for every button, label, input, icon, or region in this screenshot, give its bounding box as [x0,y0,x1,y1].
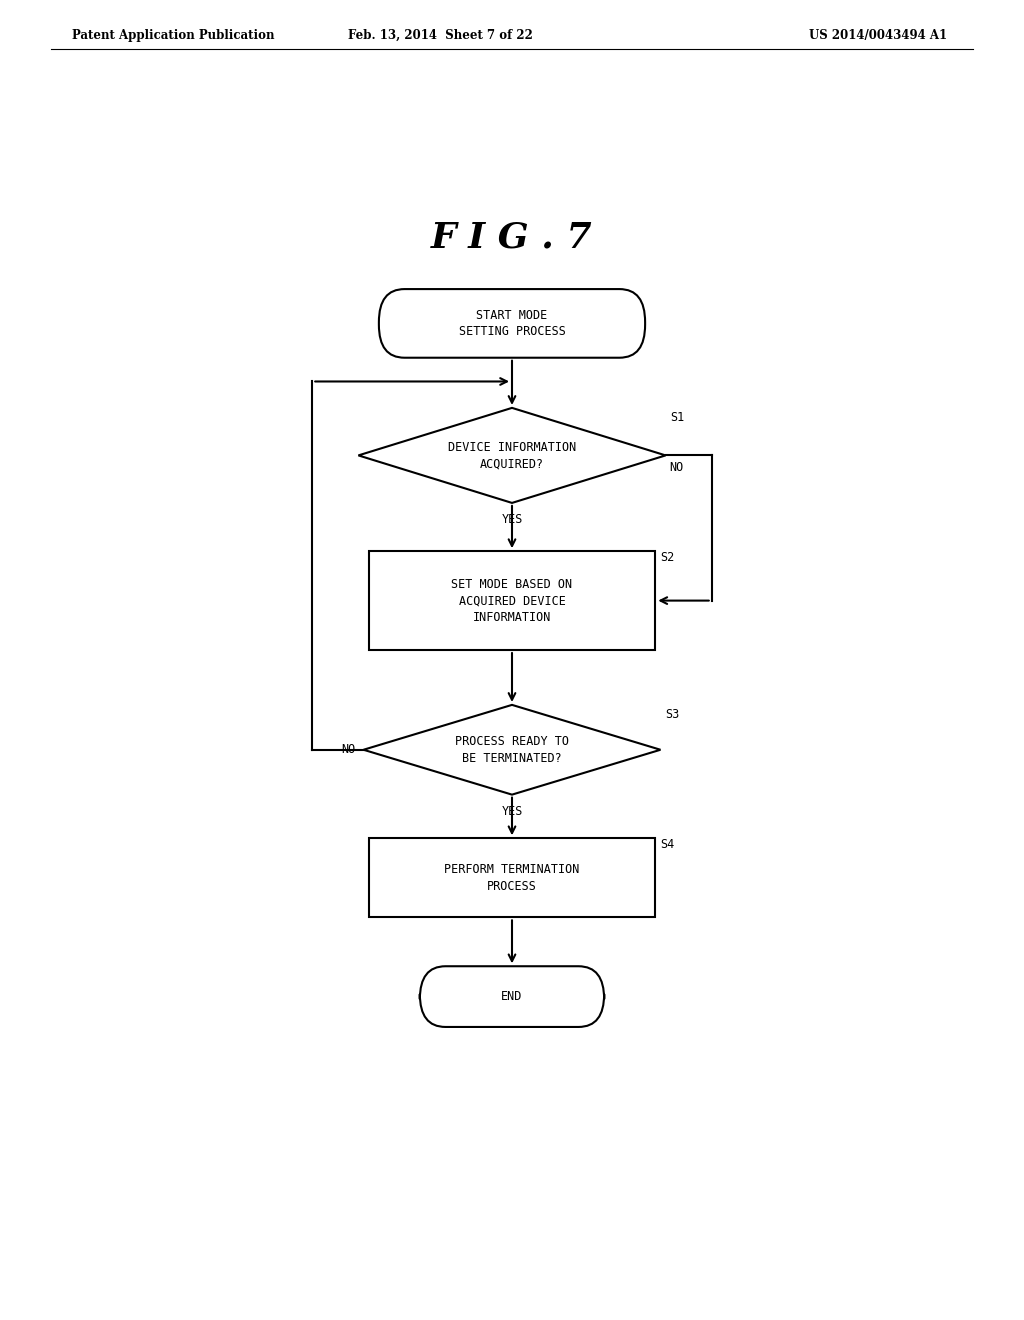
Text: SET MODE BASED ON
ACQUIRED DEVICE
INFORMATION: SET MODE BASED ON ACQUIRED DEVICE INFORM… [452,578,572,623]
Text: START MODE
SETTING PROCESS: START MODE SETTING PROCESS [459,309,565,338]
Polygon shape [358,408,666,503]
Text: NO: NO [670,461,684,474]
Text: S1: S1 [671,411,685,424]
Bar [369,552,655,649]
FancyBboxPatch shape [379,289,645,358]
Text: F I G . 7: F I G . 7 [431,220,593,255]
Text: END: END [502,990,522,1003]
Text: S4: S4 [660,838,675,851]
Text: S2: S2 [660,552,675,564]
Text: YES: YES [502,805,522,818]
Text: PERFORM TERMINATION
PROCESS: PERFORM TERMINATION PROCESS [444,863,580,892]
Text: Patent Application Publication: Patent Application Publication [72,29,274,42]
Text: US 2014/0043494 A1: US 2014/0043494 A1 [809,29,947,42]
Text: PROCESS READY TO
BE TERMINATED?: PROCESS READY TO BE TERMINATED? [455,735,569,764]
FancyBboxPatch shape [420,966,604,1027]
Text: YES: YES [502,513,522,527]
Polygon shape [364,705,660,795]
Text: Feb. 13, 2014  Sheet 7 of 22: Feb. 13, 2014 Sheet 7 of 22 [348,29,532,42]
Text: S3: S3 [666,708,680,721]
Text: NO: NO [341,743,355,756]
Text: DEVICE INFORMATION
ACQUIRED?: DEVICE INFORMATION ACQUIRED? [447,441,577,470]
Bar [369,838,655,917]
